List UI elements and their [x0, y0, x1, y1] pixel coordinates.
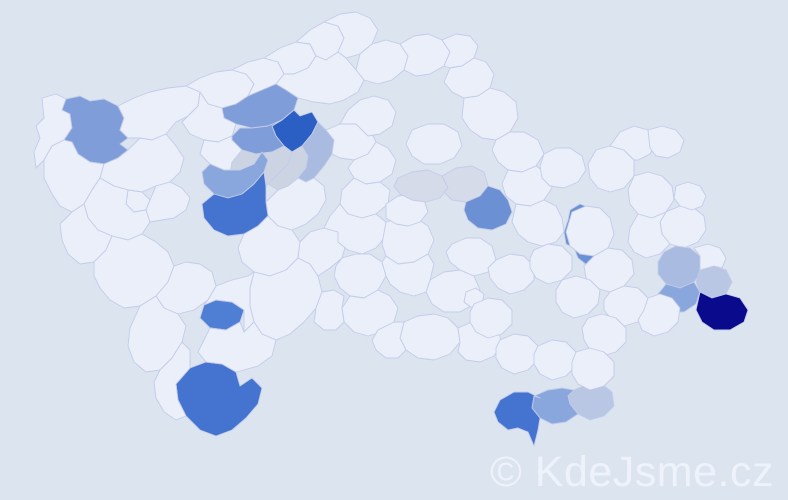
district-breclav-north[interactable]	[496, 334, 538, 374]
district-louny[interactable]	[222, 84, 298, 128]
district-central-filler-3[interactable]	[314, 290, 344, 330]
district-uh-north[interactable]	[582, 314, 626, 356]
district-hodonin-north[interactable]	[534, 340, 576, 380]
district-svitavy-north[interactable]	[540, 148, 586, 188]
district-brno-south[interactable]	[470, 298, 512, 338]
district-usti-nad-orlici[interactable]	[464, 186, 512, 230]
district-havlickuv-brod[interactable]	[324, 204, 386, 254]
district-opava-ne[interactable]	[694, 244, 726, 270]
district-trutnov[interactable]	[462, 88, 518, 140]
district-mlada-boleslav[interactable]	[340, 96, 396, 136]
district-cesky-krumlov[interactable]	[154, 342, 190, 420]
district-opava-edge[interactable]	[674, 182, 706, 210]
district-kromeriz[interactable]	[556, 276, 600, 318]
district-kolin[interactable]	[348, 142, 396, 184]
district-pardubice[interactable]	[394, 170, 448, 202]
district-vyskov[interactable]	[488, 254, 534, 294]
watermark-text: © KdeJsme.cz	[490, 448, 774, 496]
district-se-filler[interactable]	[572, 348, 614, 390]
district-karvina[interactable]	[696, 292, 748, 330]
district-east-bohemia-filler[interactable]	[512, 200, 564, 246]
district-cb-north[interactable]	[198, 322, 276, 372]
district-karlovy-vary[interactable]	[118, 86, 200, 140]
district-zlin[interactable]	[604, 286, 648, 326]
district-central-filler-2[interactable]	[372, 322, 406, 358]
district-jicin[interactable]	[406, 124, 462, 164]
district-rokycany[interactable]	[146, 182, 190, 222]
district-central-filler-1[interactable]	[382, 254, 434, 296]
district-layer	[34, 12, 748, 446]
watermark: © KdeJsme.cz	[490, 451, 774, 494]
map-edge-decor	[648, 126, 706, 210]
district-praha-vychod[interactable]	[298, 122, 334, 182]
district-blansko[interactable]	[446, 238, 496, 276]
district-bruntal-se[interactable]	[628, 212, 670, 258]
district-breclav[interactable]	[494, 392, 540, 446]
district-jesenik-spur[interactable]	[648, 126, 684, 158]
district-vsetin[interactable]	[638, 294, 680, 336]
